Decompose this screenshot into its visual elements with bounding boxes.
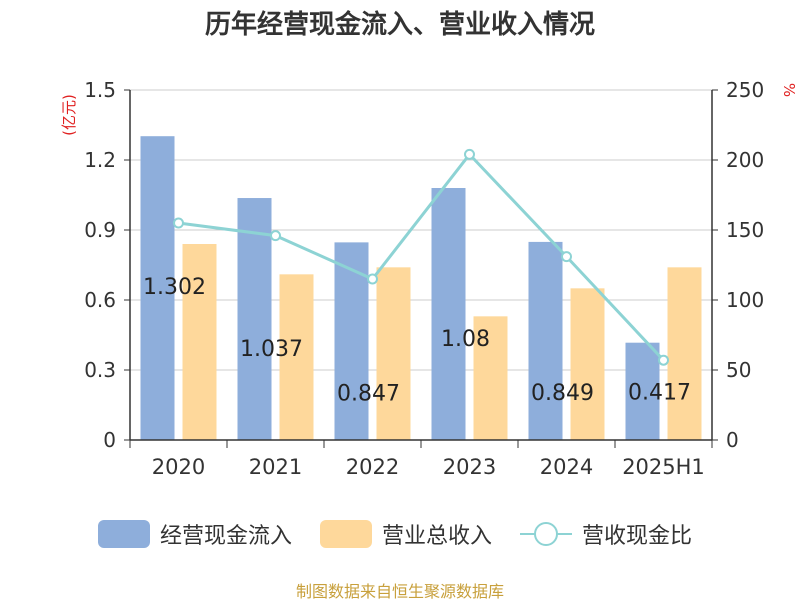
x-tick-label: 2023 [443, 455, 496, 479]
x-tick-label: 2025H1 [622, 455, 705, 479]
ratio-point [173, 217, 184, 229]
ratio-line [173, 148, 669, 366]
ratio-line-path [178, 152, 665, 362]
bar-revenue [667, 267, 702, 440]
ratio-point [270, 230, 281, 242]
legend-item-ratio[interactable]: 营收现金比 [520, 516, 692, 552]
data-label-cash: 0.417 [628, 381, 691, 406]
data-label-cash: 0.847 [337, 381, 400, 406]
x-tick-label: 2022 [346, 455, 399, 479]
ratio-point [367, 273, 378, 285]
data-labels: 1.302 1.037 0.847 1.08 0.849 0.417 [143, 275, 691, 406]
bar-cash-inflow [140, 136, 175, 440]
legend-marker-ratio [520, 520, 572, 548]
left-tick-label: 0 [103, 428, 116, 452]
legend-label-ratio: 营收现金比 [582, 524, 693, 549]
x-tick-label: 2024 [540, 455, 593, 479]
legend-label-cash: 经营现金流入 [160, 524, 293, 549]
gridlines [130, 89, 712, 371]
bar-revenue [279, 274, 314, 440]
right-axis-unit: % [780, 83, 798, 97]
legend-item-revenue[interactable]: 营业总收入 [320, 516, 492, 552]
bar-cash-inflow [334, 242, 369, 440]
data-label-cash: 0.849 [531, 381, 594, 406]
bar-revenue [473, 316, 508, 440]
chart-title: 历年经营现金流入、营业收入情况 [204, 10, 595, 40]
legend-swatch-cash [98, 520, 150, 548]
left-tick-label: 0.6 [84, 288, 116, 312]
bar-cash-inflow [625, 342, 660, 440]
x-tick-label: 2020 [152, 455, 205, 479]
right-tick-label: 0 [726, 428, 739, 452]
legend-swatch-revenue [320, 520, 372, 548]
legend-item-cash[interactable]: 经营现金流入 [98, 516, 292, 552]
source-note: 制图数据来自恒生聚源数据库 [295, 582, 504, 601]
ratio-point [658, 354, 669, 366]
bar-revenue [376, 267, 411, 440]
x-tick-label: 2021 [249, 455, 302, 479]
legend: 经营现金流入 营业总收入 营收现金比 [0, 516, 800, 556]
left-tick-label: 1.5 [84, 78, 116, 102]
left-tick-label: 0.9 [84, 218, 116, 242]
bar-cash-inflow [237, 198, 272, 440]
bar-revenue [570, 288, 605, 440]
bar-revenue [182, 244, 217, 440]
bar-cash-inflow [528, 241, 563, 440]
axes: 0 0.3 0.6 0.9 1.2 1.5 0 50 100 150 200 250 2020 2021 2… [84, 78, 764, 479]
bars [140, 136, 702, 440]
data-label-cash: 1.037 [240, 337, 303, 362]
right-tick-label: 150 [726, 218, 764, 242]
bar-cash-inflow [431, 188, 466, 440]
data-label-cash: 1.302 [143, 275, 206, 300]
right-tick-label: 50 [726, 358, 751, 382]
data-label-cash: 1.08 [441, 327, 490, 352]
left-tick-label: 1.2 [84, 148, 116, 172]
ratio-point [464, 148, 475, 160]
right-tick-label: 100 [726, 288, 764, 312]
right-tick-label: 200 [726, 148, 764, 172]
left-tick-label: 0.3 [84, 358, 116, 382]
legend-label-revenue: 营业总收入 [382, 524, 493, 549]
ratio-point [561, 251, 572, 263]
right-tick-label: 250 [726, 78, 764, 102]
left-axis-unit: (亿元) [60, 94, 78, 136]
